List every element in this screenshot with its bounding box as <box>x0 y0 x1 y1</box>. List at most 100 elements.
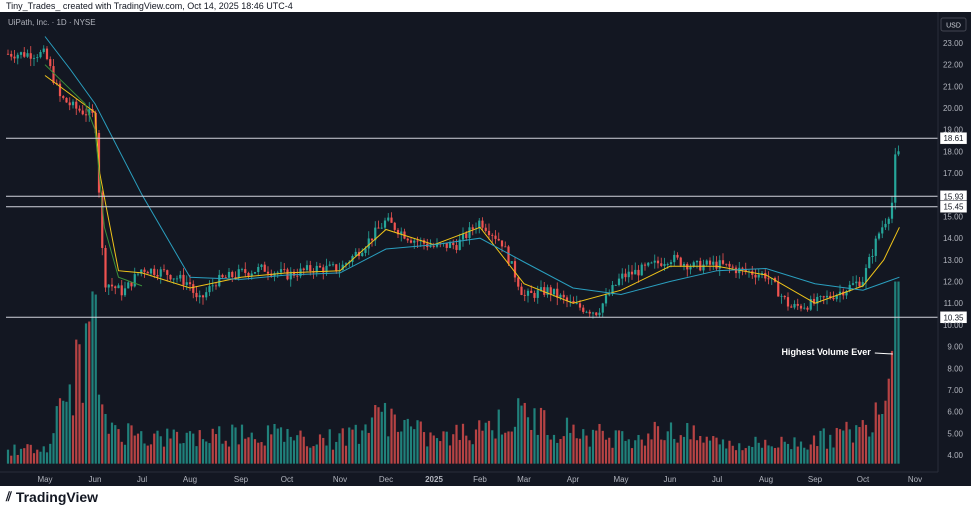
candle-body <box>263 264 266 272</box>
candle-body <box>887 218 890 224</box>
candle-body <box>513 261 517 278</box>
volume-bar <box>448 445 452 464</box>
volume-bar <box>838 429 842 464</box>
candle-body <box>205 292 208 298</box>
volume-bar <box>770 446 773 464</box>
volume-bar <box>179 443 182 464</box>
candlestick-chart[interactable]: 18.61 15.93 15.45 10.35 23.00 22.00 21.00 20.0… <box>0 12 971 486</box>
volume-bar <box>702 442 705 464</box>
volume-bar <box>143 443 146 464</box>
candle-body <box>110 284 114 287</box>
candle-body <box>182 274 185 285</box>
volume-bar <box>647 433 650 464</box>
volume-bar <box>62 400 65 464</box>
candle-body <box>169 274 172 280</box>
candle-body <box>276 272 279 274</box>
volume-bar <box>322 437 325 464</box>
candle-body <box>689 266 692 270</box>
volume-bar <box>218 426 221 464</box>
volume-bar <box>572 424 575 464</box>
candle-body <box>455 245 458 250</box>
candle-body <box>354 251 357 256</box>
volume-bar <box>81 402 84 464</box>
currency-label[interactable]: USD <box>946 23 961 30</box>
volume-bar <box>465 435 468 464</box>
price-axis[interactable]: 23.00 22.00 21.00 20.00 19.00 18.00 17.00 15.00… <box>937 12 964 472</box>
candle-body <box>767 278 770 280</box>
volume-bar <box>757 442 760 464</box>
volume-bar <box>738 443 741 464</box>
volume-bar <box>708 440 712 464</box>
volume-bar <box>855 425 858 464</box>
candle-body <box>497 238 500 241</box>
volume-bar <box>432 435 435 464</box>
volume-bar <box>764 439 767 464</box>
time-tick-label: Jun <box>664 475 677 484</box>
volume-bar <box>29 444 32 464</box>
horizontal-levels[interactable]: 18.61 15.93 15.45 10.35 <box>6 131 968 324</box>
candle-body <box>344 263 348 265</box>
candle-body <box>637 269 640 276</box>
time-tick-label: Oct <box>857 475 870 484</box>
volume-bar <box>754 436 757 464</box>
volume-bar <box>653 421 656 464</box>
volume-bar <box>517 398 520 464</box>
volume-bar <box>656 426 660 464</box>
candle-body <box>253 272 257 274</box>
price-tick-label: 18.00 <box>943 147 964 156</box>
volume-bar <box>637 434 640 464</box>
volume-bar <box>614 430 617 464</box>
candle-body <box>744 268 747 272</box>
footer-bar: ⫽ TradingView <box>0 486 971 507</box>
volume-bar <box>666 431 669 464</box>
volume-bar <box>234 427 237 464</box>
volume-bar <box>481 430 484 464</box>
candle-body <box>458 239 461 250</box>
currency-button[interactable] <box>940 17 967 32</box>
candle-body <box>266 271 270 274</box>
volume-bar <box>452 434 455 464</box>
candle-body <box>247 272 250 276</box>
price-tick-label: 21.00 <box>943 82 964 91</box>
candle-body <box>897 151 900 155</box>
candle-body <box>175 278 179 280</box>
candle-body <box>416 240 419 242</box>
candle-body <box>562 294 565 298</box>
candle-body <box>58 83 62 97</box>
volume-bar <box>354 424 357 464</box>
chart-panel[interactable]: 18.61 15.93 15.45 10.35 23.00 22.00 21.00 20.0… <box>0 12 971 486</box>
volume-bar <box>149 444 153 464</box>
volume-bar <box>819 430 822 464</box>
candle-body <box>832 297 835 300</box>
volume-bar <box>250 432 253 464</box>
price-tick-label: 15.00 <box>943 212 964 221</box>
candle-body <box>793 303 796 308</box>
candle-body <box>731 266 734 268</box>
volume-bar <box>201 439 205 464</box>
volume-bar <box>718 444 721 464</box>
candle-body <box>812 298 816 304</box>
volume-bar <box>244 438 247 464</box>
candle-body <box>367 238 370 249</box>
candle-body <box>500 240 504 247</box>
time-axis[interactable]: May Jun Jul Aug Sep Oct Nov Dec 2025 Feb Mar Apr May… <box>0 471 938 484</box>
volume-bar <box>663 440 666 464</box>
candle-body <box>871 255 874 258</box>
volume-bar <box>877 414 881 464</box>
volume-bar <box>16 454 19 464</box>
volume-bar <box>205 441 208 464</box>
candle-body <box>283 269 286 270</box>
candle-body <box>250 273 253 276</box>
candle-body <box>803 307 806 309</box>
time-tick-label: Jun <box>89 475 102 484</box>
volume-bar <box>439 441 442 464</box>
volume-bar <box>266 425 270 464</box>
volume-bar <box>699 435 702 464</box>
tradingview-logo[interactable]: ⫽ TradingView <box>6 489 98 505</box>
volume-bar <box>643 445 647 464</box>
candle-body <box>822 296 825 298</box>
volume-bar <box>471 444 474 464</box>
volume-bar <box>91 291 94 464</box>
candle-body <box>819 296 822 298</box>
volume-bar <box>110 422 114 464</box>
